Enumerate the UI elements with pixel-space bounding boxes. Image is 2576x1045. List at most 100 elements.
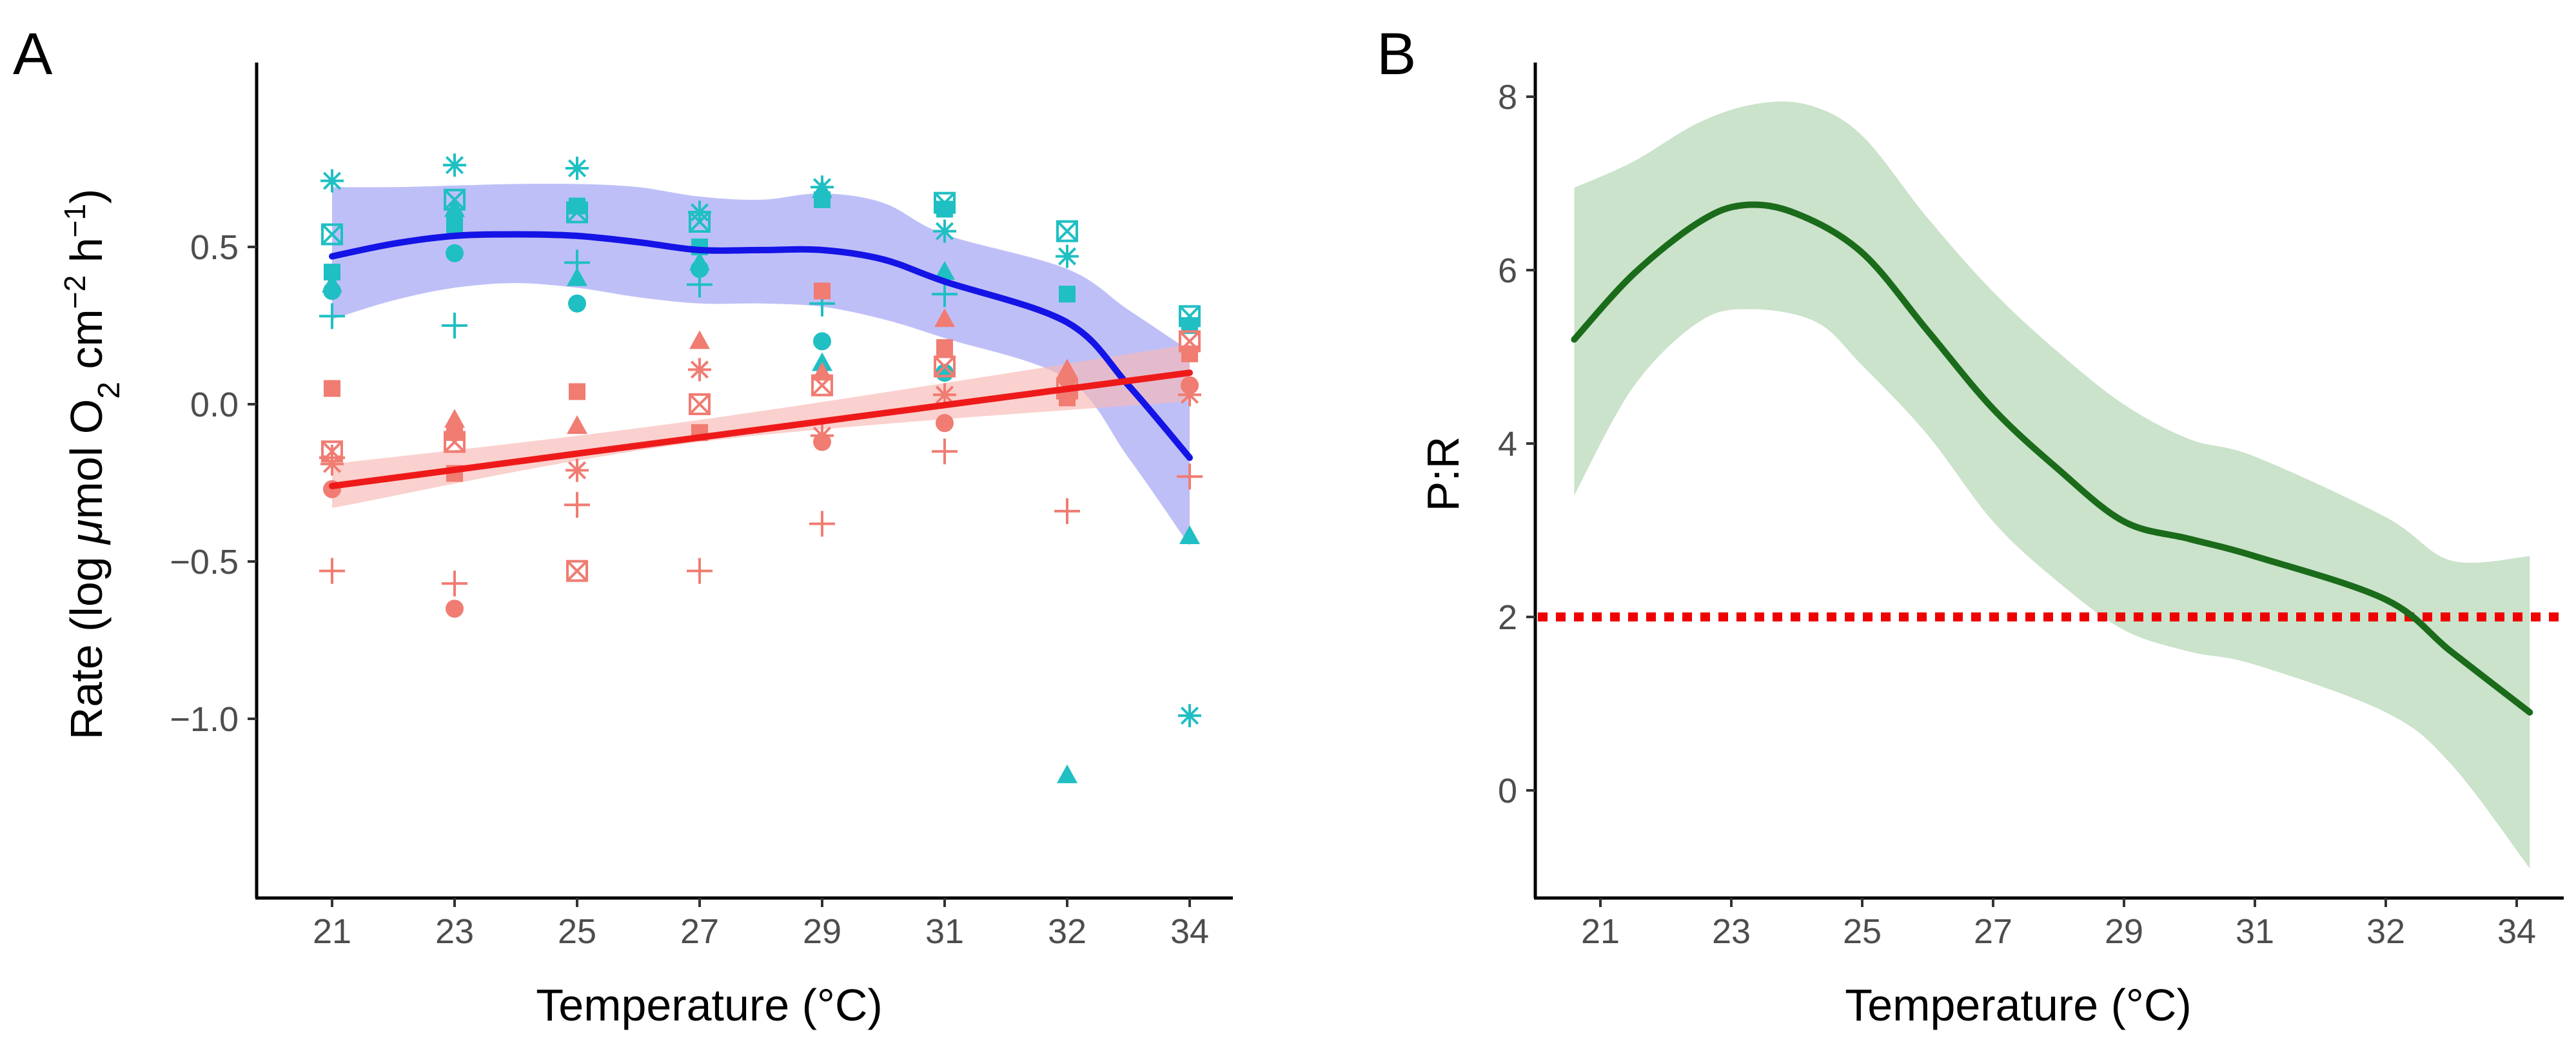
data-point-group-cyan bbox=[813, 332, 831, 351]
data-point-group-salmon bbox=[565, 458, 589, 482]
y-tick-label: −0.5 bbox=[170, 543, 239, 581]
data-point-group-cyan bbox=[687, 271, 713, 298]
data-point-group-cyan bbox=[1059, 286, 1076, 303]
data-point-group-cyan bbox=[689, 210, 711, 233]
panel-b-x-title: Temperature (°C) bbox=[1845, 980, 2192, 1030]
panel-b-y-ticks: 0 2 4 6 8 bbox=[1498, 78, 1535, 810]
y-tick-label: 4 bbox=[1498, 425, 1517, 464]
data-point-group-cyan bbox=[442, 313, 467, 338]
data-point-group-salmon bbox=[446, 600, 464, 618]
y-tick-label: 8 bbox=[1498, 78, 1517, 117]
x-tick-label: 34 bbox=[2497, 912, 2536, 951]
panel-a-letter: A bbox=[13, 21, 53, 87]
panel-a: A 0.5 0.0 −0.5 −1.0 21 23 25 27 29 31 32 34 Temper… bbox=[13, 21, 1233, 1030]
data-point-group-cyan bbox=[934, 261, 955, 280]
y-tick-label: 0 bbox=[1498, 772, 1517, 810]
data-point-group-salmon bbox=[1181, 345, 1198, 362]
data-point-group-salmon bbox=[809, 511, 835, 537]
data-point-group-salmon bbox=[444, 409, 465, 428]
data-point-group-salmon bbox=[1054, 498, 1080, 524]
data-point-group-salmon bbox=[1177, 464, 1203, 490]
panel-a-y-ticks: 0.5 0.0 −0.5 −1.0 bbox=[170, 228, 257, 739]
confidence-band-group-cyan bbox=[332, 183, 1190, 546]
data-point-group-cyan bbox=[691, 260, 709, 278]
data-point-group-cyan bbox=[320, 169, 344, 193]
data-point-group-salmon bbox=[319, 558, 345, 584]
panel-b-band bbox=[1574, 101, 2530, 869]
panel-a-x-ticks: 21 23 25 27 29 31 32 34 bbox=[313, 898, 1209, 951]
x-tick-label: 32 bbox=[2366, 912, 2405, 951]
x-tick-label: 34 bbox=[1170, 912, 1209, 951]
data-point-group-cyan bbox=[1056, 244, 1079, 268]
data-point-group-salmon bbox=[934, 308, 955, 327]
y-tick-label: 0.5 bbox=[190, 228, 239, 267]
data-point-group-salmon bbox=[932, 438, 958, 465]
panel-a-points bbox=[319, 153, 1203, 783]
trend-line-pr bbox=[1571, 201, 2533, 716]
data-point-group-salmon bbox=[566, 560, 588, 582]
x-tick-label: 31 bbox=[2236, 912, 2274, 951]
data-point-group-salmon bbox=[324, 380, 340, 397]
x-tick-label: 23 bbox=[435, 912, 474, 951]
data-point-group-cyan bbox=[1179, 525, 1200, 544]
data-point-group-cyan bbox=[812, 352, 832, 371]
panel-b-letter: B bbox=[1377, 21, 1416, 87]
data-point-group-salmon bbox=[442, 571, 467, 597]
x-tick-label: 23 bbox=[1712, 912, 1751, 951]
panel-a-x-title: Temperature (°C) bbox=[536, 980, 883, 1030]
data-point-group-salmon bbox=[320, 452, 344, 476]
y-tick-label: 6 bbox=[1498, 251, 1517, 290]
data-point-group-salmon bbox=[569, 383, 585, 400]
data-point-group-cyan bbox=[444, 198, 465, 217]
data-point-group-cyan bbox=[936, 200, 953, 218]
y-tick-label: −1.0 bbox=[170, 700, 239, 739]
data-point-group-cyan bbox=[933, 219, 956, 243]
data-point-group-cyan bbox=[323, 282, 341, 300]
data-point-group-salmon bbox=[933, 383, 956, 407]
data-point-group-cyan bbox=[565, 157, 589, 180]
data-point-group-cyan bbox=[566, 201, 588, 224]
panel-b-y-title: P:R bbox=[1418, 436, 1468, 512]
data-point-group-cyan bbox=[446, 216, 463, 233]
data-point-group-cyan bbox=[1178, 704, 1201, 728]
x-tick-label: 27 bbox=[680, 912, 719, 951]
data-point-group-salmon bbox=[567, 415, 587, 435]
x-tick-label: 21 bbox=[1581, 912, 1620, 951]
data-point-group-salmon bbox=[689, 393, 711, 415]
data-point-group-salmon bbox=[444, 431, 466, 453]
x-tick-label: 21 bbox=[313, 912, 351, 951]
data-point-group-cyan bbox=[319, 303, 345, 329]
trend-line-group-cyan bbox=[329, 231, 1193, 461]
data-point-group-salmon bbox=[813, 433, 831, 451]
x-tick-label: 25 bbox=[1843, 912, 1882, 951]
x-tick-label: 27 bbox=[1974, 912, 2012, 951]
data-point-group-cyan bbox=[446, 244, 464, 262]
data-point-group-salmon bbox=[936, 339, 953, 356]
data-point-group-salmon bbox=[689, 330, 710, 349]
data-point-group-cyan bbox=[321, 223, 343, 246]
panel-b: B 0 2 4 6 8 21 23 25 27 29 31 32 34 Temperature (°C… bbox=[1377, 21, 2564, 1030]
panel-a-trend-lines bbox=[329, 231, 1193, 489]
data-point-group-salmon bbox=[814, 282, 831, 300]
y-tick-label: 2 bbox=[1498, 598, 1517, 637]
data-point-group-salmon bbox=[934, 355, 956, 378]
panel-b-x-ticks: 21 23 25 27 29 31 32 34 bbox=[1581, 898, 2536, 951]
data-point-group-cyan bbox=[1057, 764, 1077, 783]
data-point-group-salmon bbox=[1178, 383, 1201, 407]
trend-line-group-salmon bbox=[329, 369, 1193, 489]
data-point-group-salmon bbox=[936, 414, 954, 433]
x-tick-label: 25 bbox=[558, 912, 596, 951]
x-tick-label: 32 bbox=[1048, 912, 1086, 951]
data-point-group-cyan bbox=[567, 267, 587, 286]
x-tick-label: 29 bbox=[2105, 912, 2143, 951]
data-point-group-salmon bbox=[564, 492, 590, 518]
panel-a-y-title: Rate (log μmol O2 cm−2 h−1) bbox=[58, 189, 126, 740]
data-point-group-cyan bbox=[443, 153, 466, 177]
data-point-group-cyan bbox=[932, 281, 958, 308]
data-point-group-salmon bbox=[688, 358, 711, 382]
panel-b-line bbox=[1538, 201, 2560, 716]
x-tick-label: 31 bbox=[925, 912, 964, 951]
x-tick-label: 29 bbox=[803, 912, 841, 951]
data-point-group-cyan bbox=[814, 191, 831, 208]
